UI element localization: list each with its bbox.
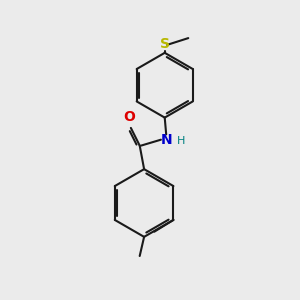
Text: N: N	[160, 133, 172, 147]
Text: H: H	[177, 136, 186, 146]
Text: S: S	[160, 38, 170, 51]
Text: O: O	[124, 110, 135, 124]
